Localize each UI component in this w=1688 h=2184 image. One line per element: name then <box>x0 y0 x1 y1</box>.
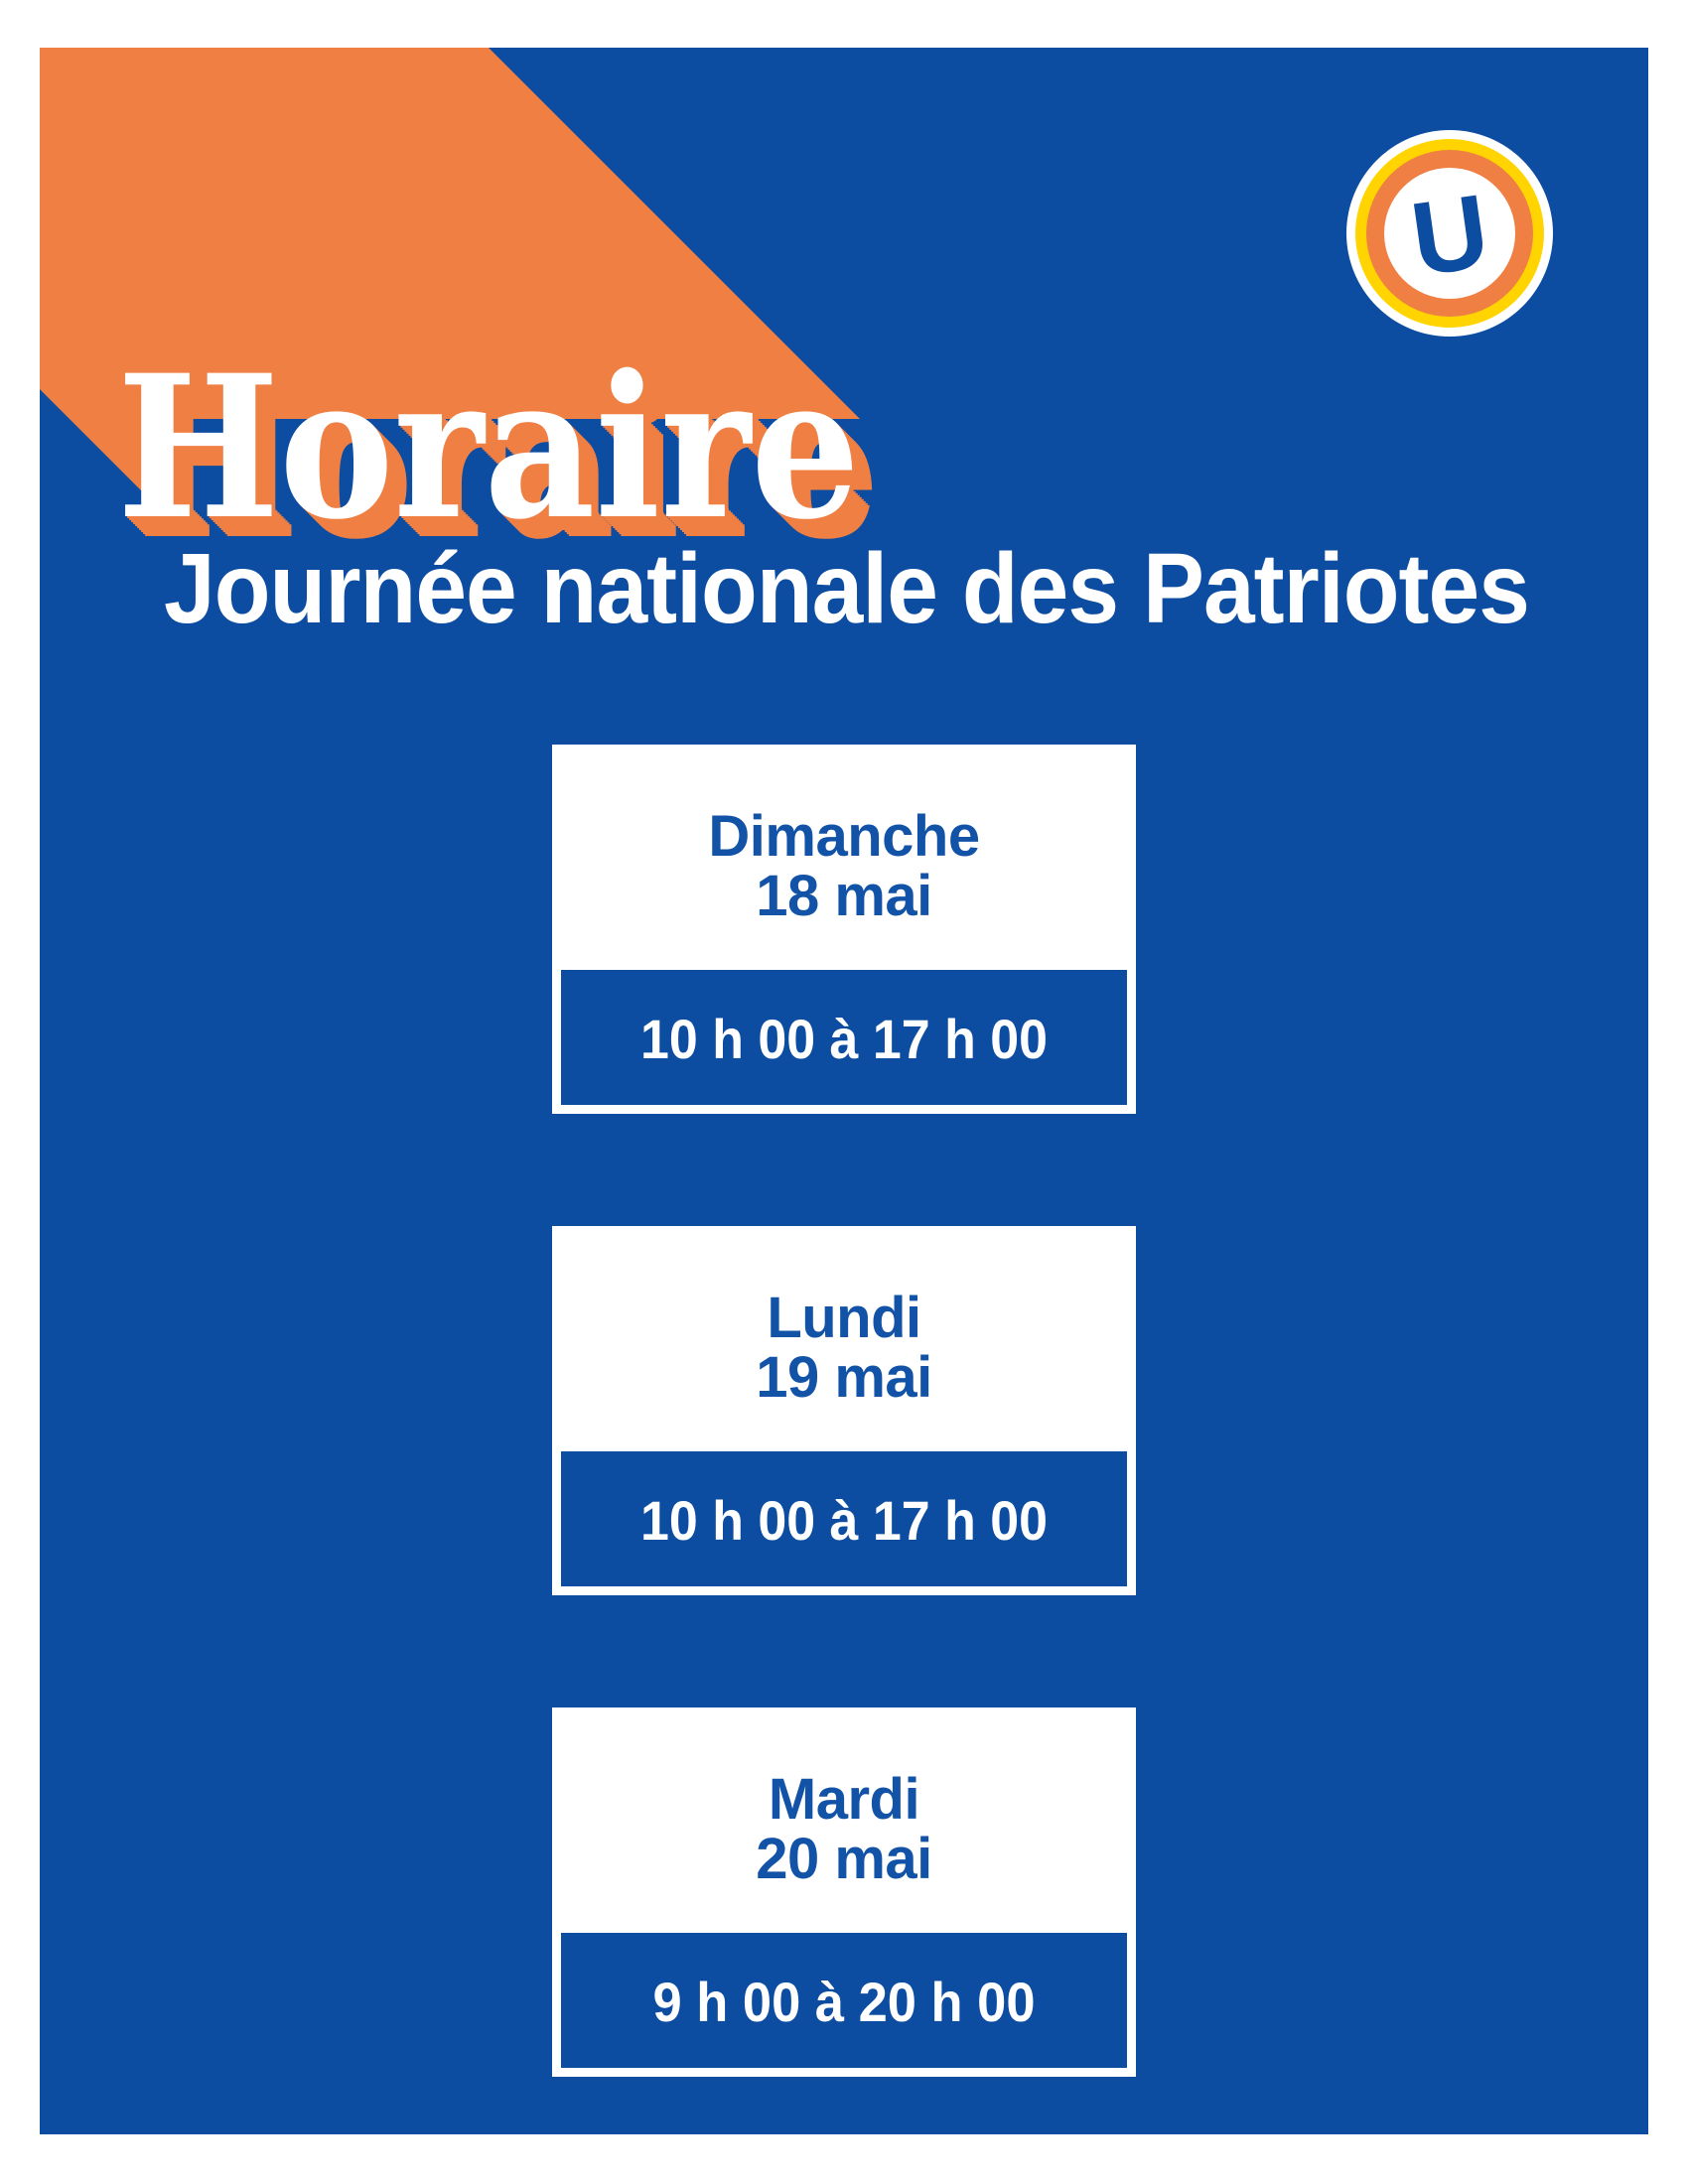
brand-logo: U <box>1346 130 1553 337</box>
card-day-label: Lundi <box>767 1286 920 1350</box>
logo-u-letter-icon: U <box>1405 173 1495 298</box>
title-shadow: Horaire <box>137 351 880 583</box>
title-shadow: Horaire <box>127 341 870 573</box>
card-date-label: 19 mai <box>756 1345 932 1410</box>
schedule-card: Dimanche 18 mai 10 h 00 à 17 h 00 <box>552 745 1136 1114</box>
schedule-card: Mardi 20 mai 9 h 00 à 20 h 00 <box>552 1707 1136 2077</box>
diagonal-band <box>40 48 860 508</box>
card-time-band <box>561 1451 1127 1586</box>
card-time-label: 10 h 00 à 17 h 00 <box>640 1008 1048 1070</box>
card-time-label: 9 h 00 à 20 h 00 <box>653 1971 1036 2033</box>
card-day-label: Mardi <box>769 1767 919 1832</box>
card-time-label: 10 h 00 à 17 h 00 <box>640 1489 1048 1552</box>
card-day-label: Dimanche <box>708 804 979 869</box>
title-shadow: Horaire <box>129 343 872 575</box>
card-time-band <box>561 1933 1127 2068</box>
schedule-card: Lundi 19 mai 10 h 00 à 17 h 00 <box>552 1226 1136 1595</box>
page-subtitle: Journée nationale des Patriotes <box>164 533 1529 644</box>
card-date-label: 20 mai <box>756 1827 932 1891</box>
title-shadow: Horaire <box>135 349 878 581</box>
title-shadow: Horaire <box>125 340 868 571</box>
page-title: Horaire <box>117 332 860 563</box>
card-date-label: 18 mai <box>756 864 932 928</box>
title-shadow: Horaire <box>133 347 876 579</box>
title-shadow: Horaire <box>119 334 862 565</box>
card-time-band <box>561 970 1127 1105</box>
logo-inner-disc <box>1384 168 1515 299</box>
title-shadow: Horaire <box>131 345 874 577</box>
title-shadow: Horaire <box>121 336 864 567</box>
title-shadow: Horaire <box>123 338 866 569</box>
